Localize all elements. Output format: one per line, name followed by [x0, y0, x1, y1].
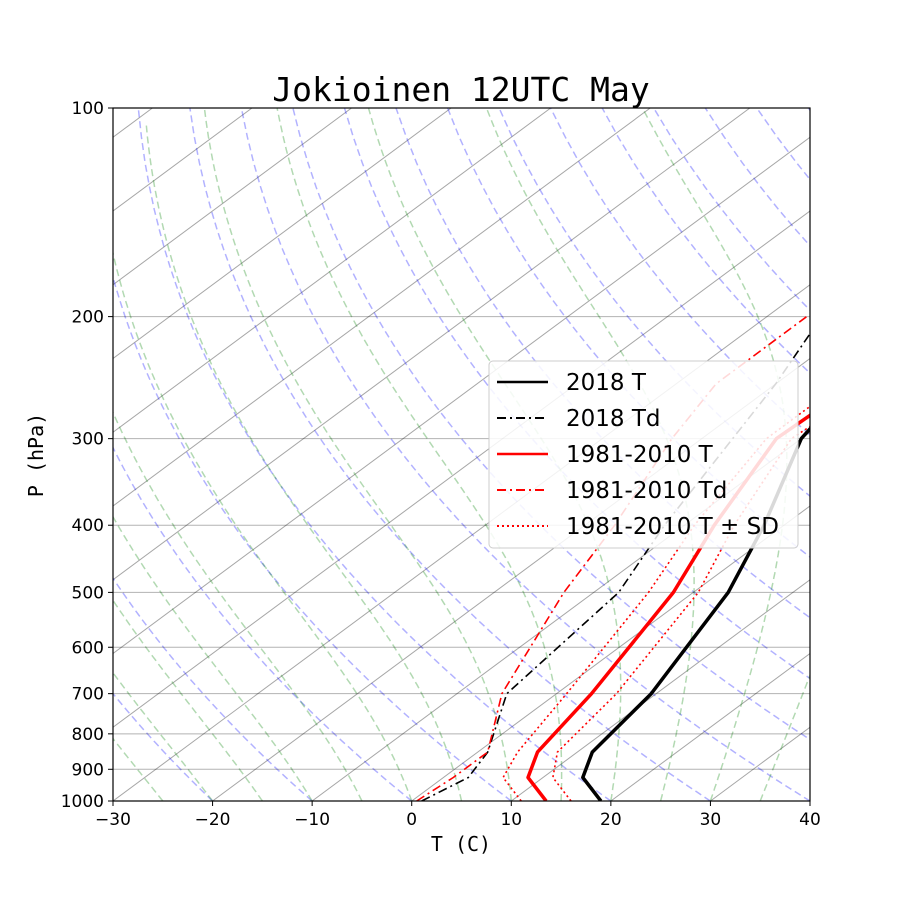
legend-label: 1981-2010 Td — [566, 478, 727, 504]
y-axis-label: P (hPa) — [24, 413, 48, 497]
isotherm-line — [113, 136, 810, 655]
y-tick-label: 600 — [72, 638, 104, 658]
x-axis-label: T (C) — [431, 832, 491, 856]
y-tick-label: 700 — [72, 685, 104, 705]
isotherm-line — [510, 579, 810, 801]
y-tick-label: 900 — [72, 760, 104, 780]
y-tick-label: 300 — [72, 430, 104, 450]
legend-label: 2018 Td — [566, 406, 661, 432]
isotherm-line — [113, 108, 751, 581]
dry-adiabat-line — [240, 108, 810, 801]
x-axis-ticks: −30 −20 −10 0 10 20 30 40 — [95, 801, 821, 830]
y-tick-label: 200 — [72, 308, 104, 328]
x-tick-label: −30 — [95, 810, 131, 830]
dry-adiabat-line — [343, 108, 810, 680]
series-line — [421, 332, 810, 801]
y-tick-label: 500 — [72, 583, 104, 603]
moist-adiabat-line — [113, 250, 413, 801]
legend-label: 1981-2010 T ± SD — [566, 514, 779, 540]
moist-adiabat-line — [113, 599, 264, 801]
moist-adiabat-line — [113, 671, 214, 801]
dry-adiabat-line — [113, 445, 413, 801]
y-tick-label: 400 — [72, 516, 104, 536]
isotherm-line — [113, 108, 452, 360]
dry-adiabat-line — [113, 576, 313, 801]
moist-adiabat-line — [145, 122, 463, 801]
moist-adiabat-line — [641, 108, 788, 801]
dry-adiabat-line — [137, 108, 612, 801]
x-tick-label: 30 — [700, 810, 722, 830]
legend: 2018 T 2018 Td 1981-2010 T 1981-2010 Td 1981… — [488, 360, 799, 549]
dry-adiabat-line — [113, 692, 214, 801]
x-tick-label: 40 — [799, 810, 821, 830]
legend-label: 1981-2010 T — [566, 442, 714, 468]
x-tick-label: 0 — [406, 810, 417, 830]
y-tick-label: 800 — [72, 725, 104, 745]
y-axis-ticks: 100 200 300 400 500 600 700 800 900 1000 — [61, 99, 113, 812]
isotherm-line — [610, 652, 810, 801]
dry-adiabat-line — [189, 108, 711, 801]
x-tick-label: −20 — [195, 810, 231, 830]
y-tick-label: 1000 — [61, 792, 104, 812]
moist-adiabat-line — [203, 108, 513, 801]
isotherm-line — [113, 108, 352, 286]
moist-adiabat-line — [113, 737, 164, 801]
background-lines — [113, 108, 810, 801]
isotherm-line — [411, 505, 810, 801]
isotherm-line — [113, 108, 651, 507]
x-tick-label: −10 — [294, 810, 330, 830]
moist-adiabat-line — [276, 108, 563, 801]
isotherm-line — [113, 108, 551, 433]
x-tick-label: 10 — [500, 810, 522, 830]
plot-frame — [112, 107, 811, 802]
y-tick-label: 100 — [72, 99, 104, 119]
legend-box — [488, 360, 799, 549]
chart-title: Jokioinen 12UTC May — [272, 70, 650, 109]
legend-label: 2018 T — [566, 370, 647, 396]
series-line — [552, 425, 810, 801]
x-tick-label: 20 — [600, 810, 622, 830]
isotherm-line — [113, 210, 810, 728]
dry-adiabat-line — [113, 274, 512, 801]
moist-adiabat-line — [113, 515, 313, 801]
